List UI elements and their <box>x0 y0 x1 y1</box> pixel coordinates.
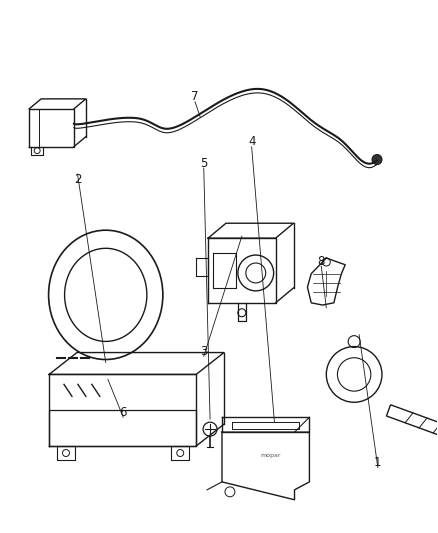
Text: 8: 8 <box>318 255 325 268</box>
Text: 4: 4 <box>248 135 255 148</box>
Circle shape <box>372 155 382 165</box>
Text: 7: 7 <box>191 90 199 103</box>
Text: mopar: mopar <box>261 453 281 458</box>
Text: 2: 2 <box>74 173 81 185</box>
Text: 3: 3 <box>200 345 208 358</box>
Text: 6: 6 <box>120 406 127 419</box>
Text: 5: 5 <box>200 157 208 169</box>
Text: 1: 1 <box>374 456 381 469</box>
